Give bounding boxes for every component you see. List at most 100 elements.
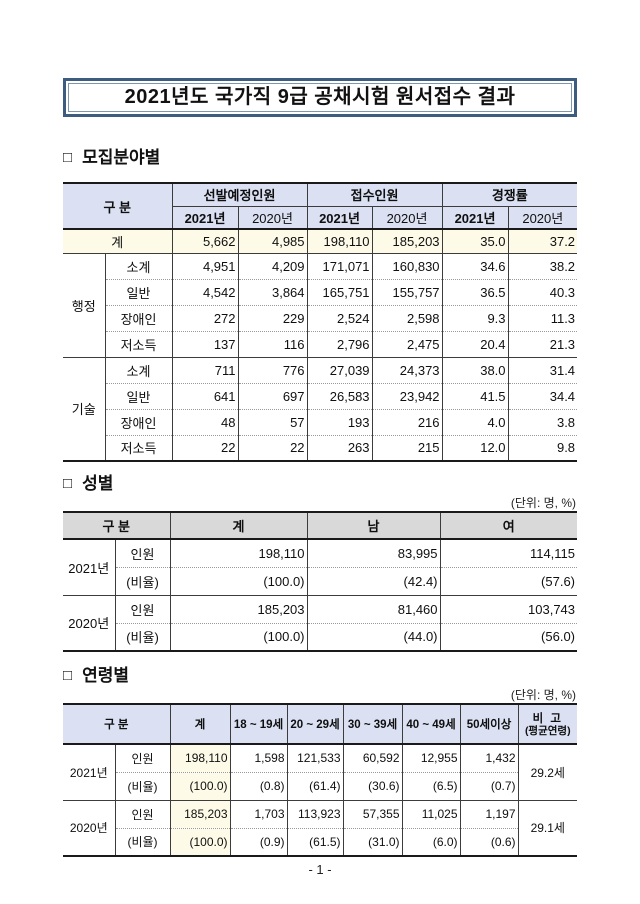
section-heading-gender: □ 성별 (63, 474, 577, 495)
table-row: 일반 641 697 26,583 23,942 41.5 34.4 (63, 382, 578, 409)
gender-table: 구 분 계 남 여 2021년 인원 198,110 83,995 114,11… (63, 511, 578, 652)
table-cell: 272 (172, 304, 239, 331)
table-cell: (61.4) (287, 771, 344, 800)
table-cell: 2,475 (372, 330, 443, 357)
year-header: 2021년 (172, 205, 239, 230)
table-cell: 5,662 (172, 229, 239, 254)
table-row: 2021년 인원 198,110 83,995 114,115 (63, 539, 577, 595)
row-label: 일반 (105, 278, 173, 305)
table-cell: (57.6) (440, 566, 578, 595)
column-header: 50세이상 (460, 704, 519, 745)
table-cell: 216 (372, 408, 443, 435)
table-cell: 4,209 (238, 253, 308, 279)
table-cell: (30.6) (343, 771, 403, 800)
column-header: 20 ~ 29세 (287, 704, 344, 745)
table-cell: 137 (172, 330, 239, 357)
table-row: 2020년 인원 185,203 1,703 113,923 57,355 11… (63, 799, 578, 856)
table-row: (비율) (100.0) (0.9) (61.5) (31.0) (6.0) (… (63, 827, 577, 856)
page-number: - 1 - (308, 862, 332, 877)
square-bullet-icon: □ (63, 149, 73, 166)
table-cell: 776 (238, 356, 308, 383)
table-cell: 4,542 (172, 278, 239, 305)
year-header: 2020년 (238, 205, 308, 230)
row-label: 저소득 (105, 434, 173, 461)
table-cell: 34.4 (508, 382, 578, 409)
table-cell: (42.4) (307, 566, 441, 595)
row-label: 계 (63, 229, 173, 254)
row-label: 인원 (115, 539, 171, 567)
corner-header: 구 분 (63, 183, 173, 230)
table-cell: 185,203 (170, 799, 231, 828)
table-cell: 1,703 (230, 799, 288, 828)
unit-label: (단위: 명, %) (510, 496, 576, 510)
corner-header: 구 분 (63, 512, 171, 540)
table-cell: 31.4 (508, 356, 578, 383)
table-cell: 22 (238, 434, 308, 461)
table-cell: (100.0) (170, 622, 308, 651)
table-cell: 34.6 (442, 253, 509, 279)
column-header: 18 ~ 19세 (230, 704, 288, 745)
table-row: 2020년 인원 185,203 81,460 103,743 (63, 594, 578, 651)
note-header-subtitle: (평균연령) (524, 724, 571, 737)
table-cell: 38.2 (549, 258, 576, 274)
year-label: 2020년 (63, 594, 116, 651)
row-label: (비율) (115, 566, 171, 595)
column-header: 30 ~ 39세 (343, 704, 403, 745)
table-cell: 22 (172, 434, 239, 461)
table-cell: 57 (238, 408, 308, 435)
table-cell: 35.0 (442, 229, 509, 254)
table-cell: (100.0) (170, 566, 308, 595)
table-cell: 155,757 (372, 278, 443, 305)
table-cell: (6.5) (402, 771, 461, 800)
table-cell: 26,583 (307, 382, 373, 409)
table-cell: 9.3 (442, 304, 509, 331)
row-label: (비율) (115, 827, 171, 856)
table-cell: 20.4 (442, 330, 509, 357)
table-cell: (61.5) (287, 827, 344, 856)
column-header: 40 ~ 49세 (402, 704, 461, 745)
column-group-header: 경쟁률 (442, 183, 578, 206)
table-cell: (56.0) (440, 622, 578, 651)
unit-label: (단위: 명, %) (510, 688, 576, 702)
table-cell: 2,796 (307, 330, 373, 357)
title-box: 2021년도 국가직 9급 공채시험 원서접수 결과 (63, 78, 577, 117)
table-row: (비율) (100.0) (44.0) (56.0) (63, 622, 578, 651)
row-label: 인원 (115, 594, 171, 623)
table-cell: (31.0) (343, 827, 403, 856)
row-label: 인원 (115, 744, 171, 772)
table-cell: 2,598 (372, 304, 443, 331)
corner-header: 구 분 (63, 704, 171, 745)
table-cell: 641 (172, 382, 239, 409)
table-cell: 12,955 (402, 744, 461, 772)
year-label: 2020년 (63, 799, 116, 856)
year-header: 2020년 (372, 205, 443, 230)
table-cell: 215 (372, 434, 443, 461)
row-label: 장애인 (105, 408, 173, 435)
table-cell: 36.5 (442, 278, 509, 305)
table-header-row: 구 분 계 18 ~ 19세 20 ~ 29세 30 ~ 39세 40 ~ 49… (63, 704, 578, 745)
table-cell: 11,025 (402, 799, 461, 828)
table-cell: 193 (307, 408, 373, 435)
note-header-title: 비 고 (532, 712, 563, 725)
table-cell: 83,995 (307, 539, 441, 567)
age-table: 구 분 계 18 ~ 19세 20 ~ 29세 30 ~ 39세 40 ~ 49… (63, 703, 578, 857)
table-cell: 198,110 (307, 229, 373, 254)
table-header-row: 2021년 2020년 2021년 2020년 2021년 2020년 (63, 205, 578, 230)
table-cell: 4.0 (442, 408, 509, 435)
table-cell: (100.0) (170, 827, 231, 856)
table-row: 2021년 인원 198,110 1,598 121,533 60,592 12… (63, 744, 578, 800)
column-header: 여 (440, 512, 578, 540)
table-header-row: 구 분 선발예정인원 접수인원 경쟁률 (63, 183, 578, 230)
year-header: 2021년 (307, 205, 373, 230)
row-label: (비율) (115, 622, 171, 651)
table-cell: 23,942 (372, 382, 443, 409)
table-cell: (0.7) (460, 771, 519, 800)
table-cell: 1,197 (460, 799, 519, 828)
table-cell: 171,071 (307, 253, 373, 279)
table-cell: 185,203 (372, 229, 443, 254)
table-cell: 48 (172, 408, 239, 435)
table-row: 저소득 137 116 2,796 2,475 20.4 21.3 (63, 330, 578, 357)
table-cell: 263 (307, 434, 373, 461)
table-row: 장애인 48 57 193 216 4.0 3.8 (63, 408, 578, 435)
table-cell: 185,203 (170, 594, 308, 623)
